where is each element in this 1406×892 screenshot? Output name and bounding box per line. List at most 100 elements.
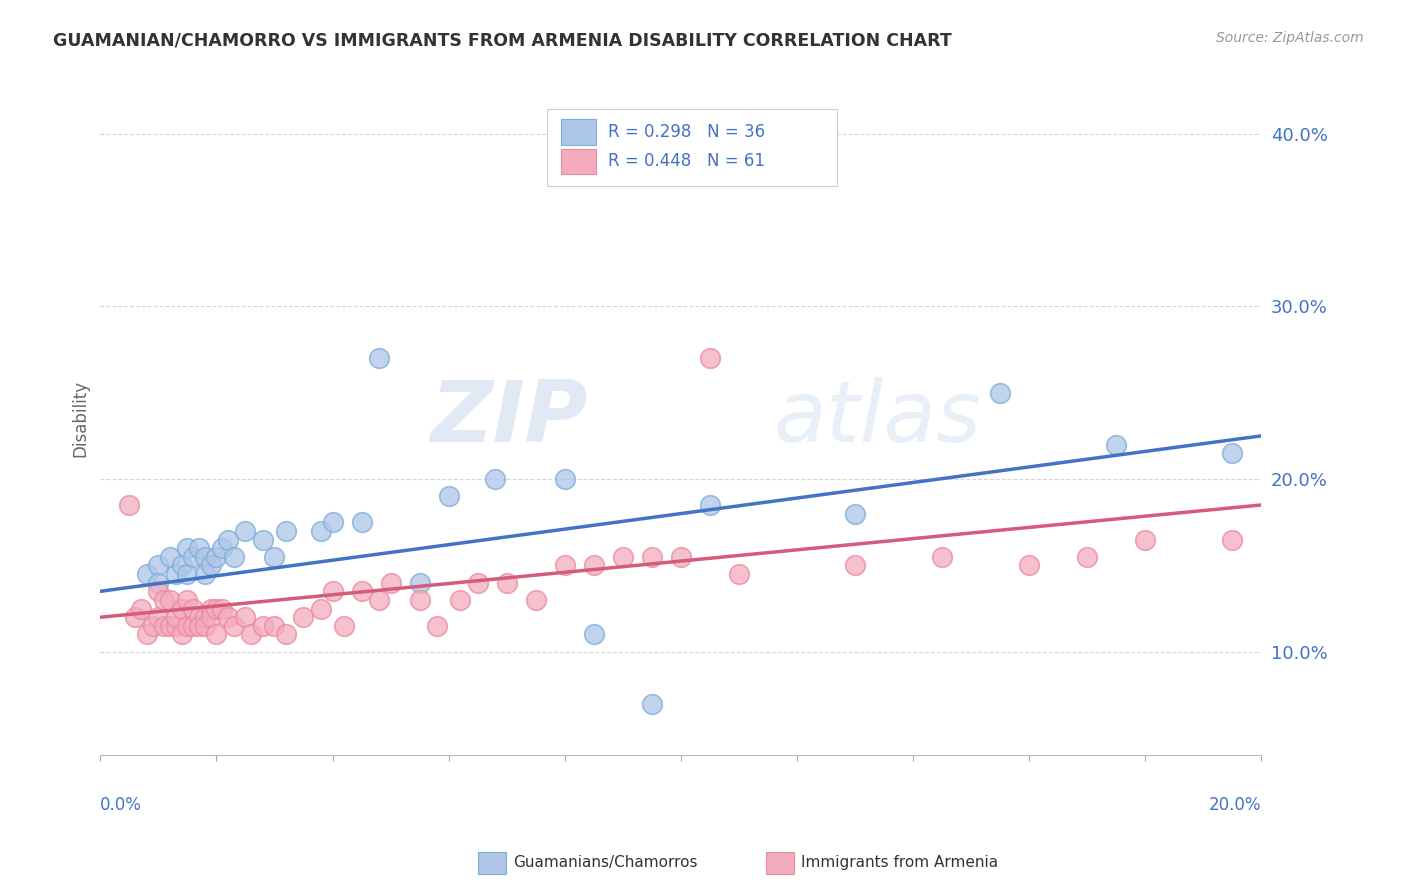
Point [176, 567, 198, 582]
Text: ZIP: ZIP [430, 377, 588, 460]
Point [426, 619, 449, 633]
Point [263, 549, 285, 564]
Point [159, 593, 181, 607]
Point [217, 610, 239, 624]
Point [200, 558, 222, 573]
Point [321, 584, 343, 599]
Point [188, 541, 211, 556]
Point [200, 610, 222, 624]
Point [176, 593, 198, 607]
Bar [561, 119, 596, 145]
Point [235, 524, 257, 538]
Point [582, 627, 605, 641]
Bar [561, 149, 596, 174]
Point [309, 601, 332, 615]
Point [274, 627, 297, 641]
Point [222, 549, 245, 564]
Point [159, 549, 181, 564]
Point [205, 549, 228, 564]
Point [844, 558, 866, 573]
Point [188, 619, 211, 633]
Point [274, 524, 297, 538]
Point [176, 619, 198, 633]
Point [263, 619, 285, 633]
Point [165, 619, 187, 633]
Point [205, 627, 228, 641]
Point [699, 498, 721, 512]
Point [582, 558, 605, 573]
Point [1018, 558, 1040, 573]
Point [1076, 549, 1098, 564]
Point [217, 533, 239, 547]
Point [380, 575, 402, 590]
Point [194, 567, 217, 582]
Point [170, 601, 193, 615]
Point [524, 593, 547, 607]
Point [240, 627, 263, 641]
Point [350, 584, 373, 599]
Point [554, 472, 576, 486]
Point [148, 584, 170, 599]
Point [641, 697, 664, 711]
Point [194, 549, 217, 564]
Point [124, 610, 146, 624]
Point [437, 489, 460, 503]
Point [321, 515, 343, 529]
Point [148, 558, 170, 573]
Point [449, 593, 471, 607]
Point [1105, 437, 1128, 451]
Point [727, 567, 749, 582]
Point [333, 619, 356, 633]
Point [211, 541, 233, 556]
Point [165, 610, 187, 624]
Point [129, 601, 152, 615]
Point [484, 472, 506, 486]
Text: Guamanians/Chamorros: Guamanians/Chamorros [513, 855, 697, 870]
Point [194, 619, 217, 633]
Point [153, 593, 176, 607]
Point [135, 567, 157, 582]
Point [699, 351, 721, 366]
Text: 20.0%: 20.0% [1209, 796, 1261, 814]
Point [118, 498, 141, 512]
Text: GUAMANIAN/CHAMORRO VS IMMIGRANTS FROM ARMENIA DISABILITY CORRELATION CHART: GUAMANIAN/CHAMORRO VS IMMIGRANTS FROM AR… [53, 31, 952, 49]
Point [181, 619, 204, 633]
Point [292, 610, 315, 624]
Point [170, 627, 193, 641]
Point [148, 575, 170, 590]
Point [1133, 533, 1156, 547]
Point [1220, 446, 1243, 460]
Point [368, 593, 391, 607]
Point [844, 507, 866, 521]
FancyBboxPatch shape [547, 109, 838, 186]
Point [135, 627, 157, 641]
Point [188, 610, 211, 624]
Point [309, 524, 332, 538]
Point [148, 610, 170, 624]
Text: Immigrants from Armenia: Immigrants from Armenia [801, 855, 998, 870]
Text: R = 0.448   N = 61: R = 0.448 N = 61 [607, 153, 765, 170]
Point [194, 610, 217, 624]
Point [408, 593, 430, 607]
Text: Source: ZipAtlas.com: Source: ZipAtlas.com [1216, 31, 1364, 45]
Point [159, 619, 181, 633]
Text: 0.0%: 0.0% [100, 796, 142, 814]
Y-axis label: Disability: Disability [72, 380, 89, 458]
Point [142, 619, 165, 633]
Point [176, 541, 198, 556]
Text: R = 0.298   N = 36: R = 0.298 N = 36 [607, 123, 765, 141]
Point [252, 619, 274, 633]
Point [165, 567, 187, 582]
Point [408, 575, 430, 590]
Point [222, 619, 245, 633]
Point [554, 558, 576, 573]
Point [252, 533, 274, 547]
Point [170, 558, 193, 573]
Point [467, 575, 489, 590]
Point [1220, 533, 1243, 547]
Point [641, 549, 664, 564]
Point [669, 549, 692, 564]
Point [181, 549, 204, 564]
Point [931, 549, 953, 564]
Point [495, 575, 517, 590]
